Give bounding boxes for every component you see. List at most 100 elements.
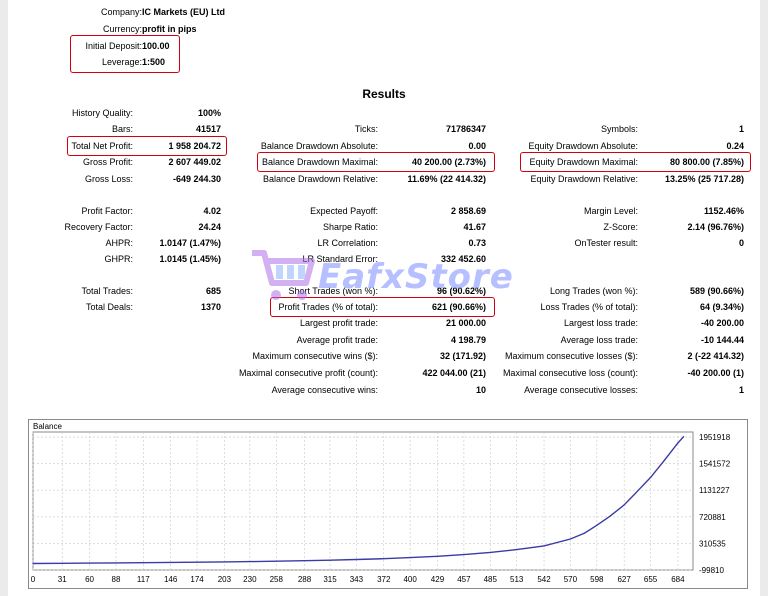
recovery-factor-label: Recovery Factor: — [64, 222, 133, 232]
total-net-profit-label: Total Net Profit: — [71, 141, 133, 151]
y-tick-label: 1131227 — [699, 486, 730, 495]
balance-dd-maximal-label: Balance Drawdown Maximal: — [261, 157, 378, 167]
plot-area — [32, 431, 694, 571]
gross-loss-label: Gross Loss: — [84, 174, 133, 184]
x-tick-label: 88 — [112, 575, 121, 584]
largest-profit-label: Largest profit trade: — [299, 318, 378, 328]
deposit-highlight-box — [70, 35, 180, 73]
balance-dd-absolute-label: Balance Drawdown Absolute: — [260, 141, 378, 151]
balance-point — [223, 561, 225, 563]
balance-point — [249, 560, 251, 563]
company-label: Company: — [100, 7, 142, 17]
balance-point — [170, 561, 172, 564]
total-deals-value: 1370 — [200, 302, 221, 312]
report-panel: Company: IC Markets (EU) Ltd Currency: p… — [8, 0, 760, 596]
balance-point — [142, 562, 144, 564]
company-value: IC Markets (EU) Ltd — [142, 7, 226, 17]
avg-profit-label: Average profit trade: — [296, 335, 378, 345]
profit-factor-label: Profit Factor: — [81, 206, 133, 216]
largest-profit-value: 21 000.00 — [445, 318, 486, 328]
balance-point — [355, 558, 357, 561]
balance-point — [649, 476, 652, 478]
x-tick-label: 343 — [350, 575, 364, 584]
balance-point — [383, 558, 385, 560]
chart-title: Balance — [33, 422, 62, 431]
total-deals-label: Total Deals: — [85, 302, 133, 312]
ahpr-value: 1.0147 (1.47%) — [159, 238, 221, 248]
x-tick-label: 60 — [85, 575, 94, 584]
largest-loss-value: -40 200.00 — [700, 318, 744, 328]
x-tick-label: 31 — [58, 575, 67, 584]
results-title: Results — [362, 87, 406, 101]
balance-dd-absolute-value: 0.00 — [468, 141, 486, 151]
total-net-profit-value: 1 958 204.72 — [168, 141, 221, 151]
balance-point — [583, 532, 586, 534]
largest-loss-label: Largest loss trade: — [563, 318, 638, 328]
y-tick-label: 720881 — [699, 513, 726, 522]
x-tick-label: 258 — [270, 575, 284, 584]
x-tick-label: 429 — [431, 575, 445, 584]
symbols-label: Symbols: — [600, 124, 638, 134]
max-consec-wins-label: Maximum consecutive wins ($): — [252, 351, 378, 361]
balance-point — [664, 459, 666, 461]
z-score-label: Z-Score: — [603, 222, 638, 232]
currency-value: profit in pips — [142, 24, 197, 34]
loss-trades-label: Loss Trades (% of total): — [540, 302, 638, 312]
ontester-value: 0 — [738, 238, 744, 248]
x-tick-label: 117 — [137, 575, 150, 584]
balance-line — [32, 436, 685, 565]
total-trades-label: Total Trades: — [81, 286, 133, 296]
history-quality-value: 100% — [197, 108, 221, 118]
sharpe-ratio-value: 41.67 — [463, 222, 486, 232]
leverage-value: 1:500 — [142, 57, 166, 67]
ghpr-label: GHPR: — [104, 254, 133, 264]
watermark-logo: EafxStore — [248, 245, 538, 315]
balance-point — [115, 562, 117, 564]
ticks-label: Ticks: — [354, 124, 378, 134]
maximal-consec-loss-value: -40 200.00 (1) — [687, 368, 744, 378]
profit-trades-label: Profit Trades (% of total): — [278, 302, 378, 312]
x-tick-label: 230 — [243, 575, 257, 584]
balance-point — [88, 562, 91, 564]
balance-point — [569, 538, 572, 540]
avg-consec-losses-value: 1 — [738, 385, 744, 395]
balance-chart: Balance 0 31 60 88 117 146 174 203 230 258 288 315 3… — [28, 419, 748, 589]
y-tick-label: 310535 — [699, 539, 726, 548]
expected-payoff-label: Expected Payoff: — [310, 206, 378, 216]
ontester-label: OnTester result: — [574, 238, 638, 248]
balance-chart-svg: 0 31 60 88 117 146 174 203 230 258 288 315 343 372 400… — [31, 431, 731, 584]
initial-deposit-label: Initial Deposit: — [85, 41, 142, 51]
bars-value: 41517 — [195, 124, 221, 134]
x-tick-label: 400 — [403, 575, 417, 584]
x-tick-label: 542 — [537, 575, 551, 584]
net-profit-highlight-box — [67, 136, 227, 156]
equity-dd-highlight-box — [520, 152, 751, 172]
x-tick-label: 146 — [164, 575, 178, 584]
balance-point — [677, 442, 679, 444]
avg-consec-wins-value: 10 — [475, 385, 486, 395]
watermark-text: EafxStore — [318, 257, 514, 297]
equity-dd-absolute-label: Equity Drawdown Absolute: — [528, 141, 638, 151]
margin-level-label: Margin Level: — [583, 206, 638, 216]
balance-point — [303, 560, 306, 562]
balance-point — [329, 559, 331, 561]
equity-dd-absolute-value: 0.24 — [726, 141, 744, 151]
y-tick-label: 1951918 — [699, 433, 731, 442]
x-tick-label: 203 — [218, 575, 232, 584]
lr-std-error-value: 332 452.60 — [440, 254, 486, 264]
short-trades-value: 96 (90.62%) — [436, 286, 486, 296]
shopping-cart-icon — [252, 250, 315, 300]
balance-point — [623, 504, 625, 506]
balance-point — [682, 436, 685, 438]
equity-dd-relative-value: 13.25% (25 717.28) — [664, 174, 744, 184]
balance-dd-relative-value: 11.69% (22 414.32) — [407, 174, 486, 184]
equity-dd-maximal-label: Equity Drawdown Maximal: — [529, 157, 638, 167]
bars-label: Bars: — [111, 124, 133, 134]
x-tick-label: 570 — [564, 575, 578, 584]
long-trades-label: Long Trades (won %): — [549, 286, 638, 296]
x-tick-label: 457 — [457, 575, 471, 584]
x-tick-label: 684 — [671, 575, 685, 584]
balance-point — [61, 562, 63, 564]
balance-point — [32, 562, 34, 565]
x-tick-label: 372 — [377, 575, 391, 584]
